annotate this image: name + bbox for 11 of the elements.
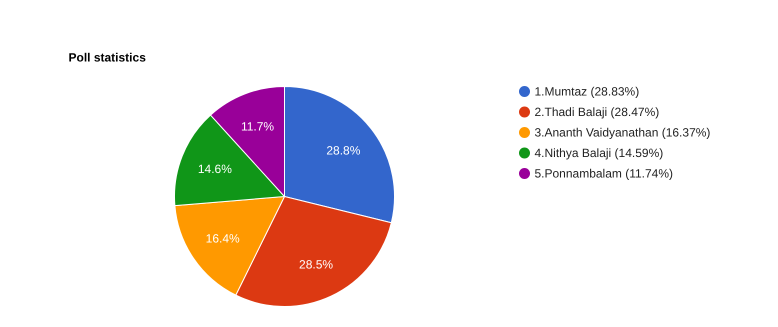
legend-label: 2.Thadi Balaji (28.47%) [534,105,660,119]
data-label: 11.7% [240,120,274,134]
data-label: 16.4% [206,232,240,246]
data-label: 14.6% [198,162,232,176]
data-label: 28.8% [326,143,361,158]
legend-label: 4.Nithya Balaji (14.59%) [534,146,664,160]
legend-label: 5.Ponnambalam (11.74%) [534,166,674,180]
data-label: 28.5% [299,257,334,272]
legend-label: 3.Ananth Vaidyanathan (16.37%) [534,126,710,140]
legend-label: 1.Mumtaz (28.83%) [534,84,640,98]
chart-title: Poll statistics [68,50,146,64]
